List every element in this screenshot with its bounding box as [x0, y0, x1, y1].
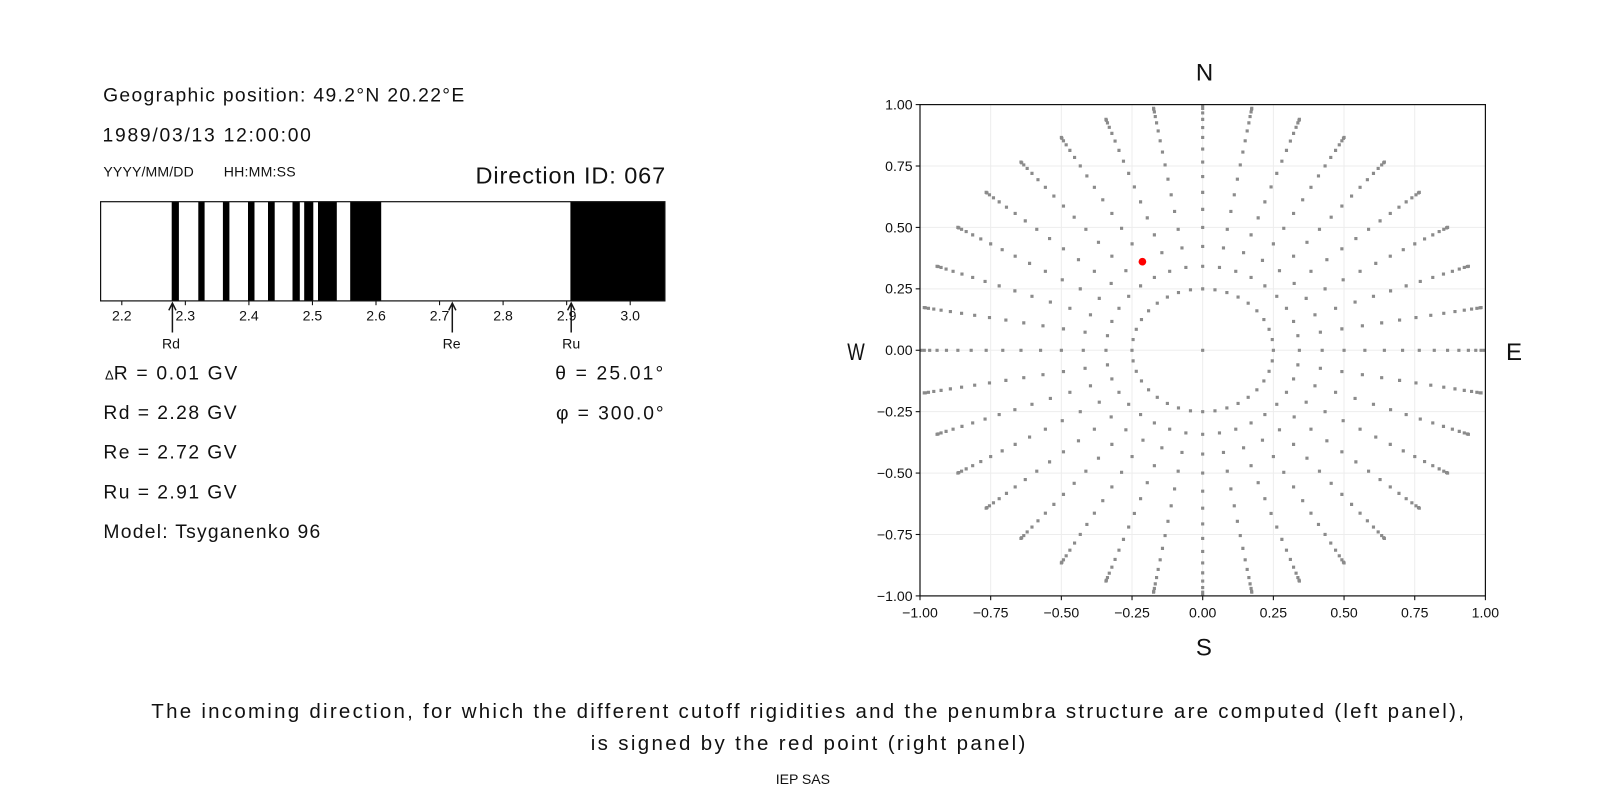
svg-text:0.75: 0.75 — [1401, 605, 1429, 621]
svg-text:−0.75: −0.75 — [973, 605, 1009, 621]
svg-text:φ = 300.0°: φ = 300.0° — [556, 403, 664, 424]
svg-text:Rd: Rd — [162, 335, 180, 351]
svg-text:0.00: 0.00 — [1189, 605, 1217, 621]
svg-text:2.9: 2.9 — [557, 307, 577, 323]
svg-text:Re = 2.72 GV: Re = 2.72 GV — [103, 443, 236, 464]
svg-text:Ru: Ru — [562, 335, 580, 351]
svg-text:N: N — [1196, 59, 1213, 86]
svg-text:HH:MM:SS: HH:MM:SS — [224, 163, 296, 179]
svg-text:1.00: 1.00 — [885, 96, 913, 112]
svg-text:2.7: 2.7 — [430, 307, 450, 323]
svg-text:1.00: 1.00 — [1472, 605, 1500, 621]
svg-text:1989/03/13 12:00:00: 1989/03/13 12:00:00 — [103, 125, 311, 146]
svg-text:W: W — [847, 339, 865, 366]
svg-text:R = 0.01 GV: R = 0.01 GV — [114, 363, 238, 384]
svg-text:2.4: 2.4 — [239, 307, 259, 323]
svg-text:Re: Re — [443, 335, 461, 351]
svg-text:The incoming direction, for wh: The incoming direction, for which the di… — [151, 700, 1464, 723]
svg-text:θ = 25.01°: θ = 25.01° — [555, 364, 663, 385]
svg-text:−1.00: −1.00 — [902, 605, 938, 621]
svg-text:−0.50: −0.50 — [1044, 605, 1080, 621]
svg-text:0.00: 0.00 — [885, 342, 913, 358]
svg-text:2.8: 2.8 — [493, 307, 513, 323]
svg-text:0.75: 0.75 — [885, 158, 913, 174]
svg-text:−0.75: −0.75 — [877, 526, 913, 542]
svg-text:E: E — [1506, 339, 1522, 366]
svg-text:∆: ∆ — [105, 367, 113, 382]
svg-text:Rd = 2.28 GV: Rd = 2.28 GV — [103, 403, 236, 424]
svg-text:S: S — [1196, 635, 1212, 662]
svg-text:IEP SAS: IEP SAS — [776, 771, 830, 787]
svg-text:3.0: 3.0 — [620, 307, 640, 323]
svg-text:0.50: 0.50 — [1330, 605, 1358, 621]
svg-text:−0.25: −0.25 — [877, 404, 913, 420]
svg-text:2.2: 2.2 — [112, 307, 132, 323]
svg-text:YYYY/MM/DD: YYYY/MM/DD — [103, 163, 193, 179]
svg-text:0.50: 0.50 — [885, 219, 913, 235]
svg-text:is signed by the red point (ri: is signed by the red point (right panel) — [591, 732, 1026, 755]
svg-text:Ru = 2.91 GV: Ru = 2.91 GV — [103, 482, 236, 503]
svg-text:0.25: 0.25 — [1260, 605, 1288, 621]
svg-text:−0.50: −0.50 — [877, 465, 913, 481]
svg-text:Geographic position: 49.2°N 20: Geographic position: 49.2°N 20.22°E — [103, 85, 464, 106]
svg-text:2.3: 2.3 — [176, 307, 196, 323]
svg-text:2.5: 2.5 — [303, 307, 323, 323]
svg-text:−0.25: −0.25 — [1114, 605, 1150, 621]
svg-text:−1.00: −1.00 — [877, 588, 913, 604]
svg-text:0.25: 0.25 — [885, 281, 913, 297]
svg-text:Model: Tsyganenko 96: Model: Tsyganenko 96 — [103, 522, 320, 543]
svg-text:2.6: 2.6 — [366, 307, 386, 323]
svg-text:Direction ID: 067: Direction ID: 067 — [476, 163, 666, 189]
